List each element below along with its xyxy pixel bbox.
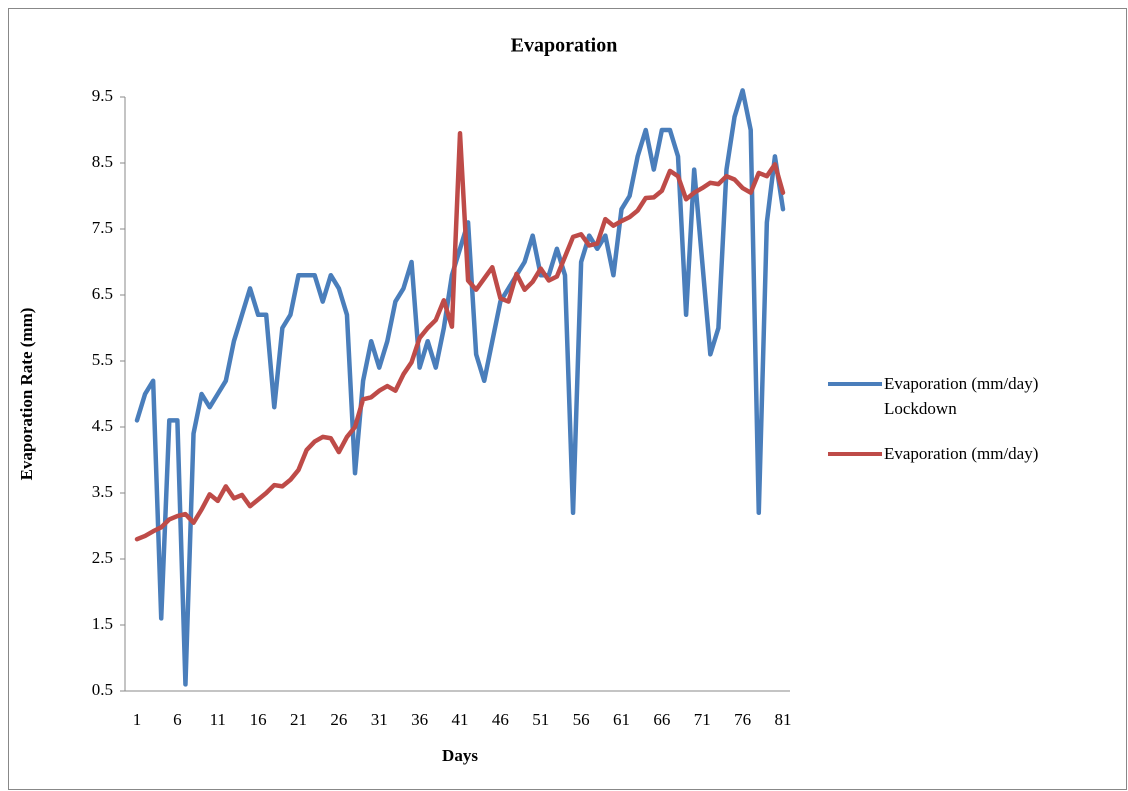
- x-axis-title: Days: [442, 746, 478, 765]
- x-tick-label: 61: [613, 710, 630, 729]
- y-tick-label: 5.5: [92, 350, 113, 369]
- y-tick-label: 8.5: [92, 152, 113, 171]
- y-tick-label: 4.5: [92, 416, 113, 435]
- x-tick-label: 6: [173, 710, 182, 729]
- x-tick-label: 11: [210, 710, 226, 729]
- x-tick-label: 31: [371, 710, 388, 729]
- y-tick-label: 1.5: [92, 614, 113, 633]
- y-tick-label: 0.5: [92, 680, 113, 699]
- x-tick-label: 51: [532, 710, 549, 729]
- x-tick-label: 41: [452, 710, 469, 729]
- legend-label: Evaporation (mm/day) Lockdown: [884, 374, 1039, 418]
- x-tick-label: 71: [694, 710, 711, 729]
- chart-title: Evaporation: [511, 35, 618, 57]
- x-tick-label: 56: [573, 710, 590, 729]
- legend-label: Evaporation (mm/day): [884, 444, 1039, 463]
- x-tick-label: 26: [330, 710, 347, 729]
- x-tick-label: 36: [411, 710, 428, 729]
- x-tick-label: 66: [653, 710, 670, 729]
- legend-swatch: [828, 382, 882, 386]
- series-line: [134, 131, 786, 542]
- y-tick-label: 7.5: [92, 218, 113, 237]
- series-line: [134, 88, 786, 687]
- legend-item: Evaporation (mm/day) Lockdown: [828, 371, 1118, 421]
- x-tick-label: 76: [734, 710, 751, 729]
- y-tick-label: 3.5: [92, 482, 113, 501]
- y-axis-title: Evaporation Rate (mm): [17, 308, 36, 481]
- y-tick-label: 2.5: [92, 548, 113, 567]
- x-tick-label: 81: [775, 710, 792, 729]
- legend-swatch: [828, 452, 882, 456]
- legend-item: Evaporation (mm/day): [828, 441, 1118, 466]
- x-tick-label: 46: [492, 710, 509, 729]
- y-tick-label: 9.5: [92, 86, 113, 105]
- x-tick-label: 21: [290, 710, 307, 729]
- y-tick-label: 6.5: [92, 284, 113, 303]
- x-tick-label: 1: [133, 710, 142, 729]
- x-tick-label: 16: [250, 710, 267, 729]
